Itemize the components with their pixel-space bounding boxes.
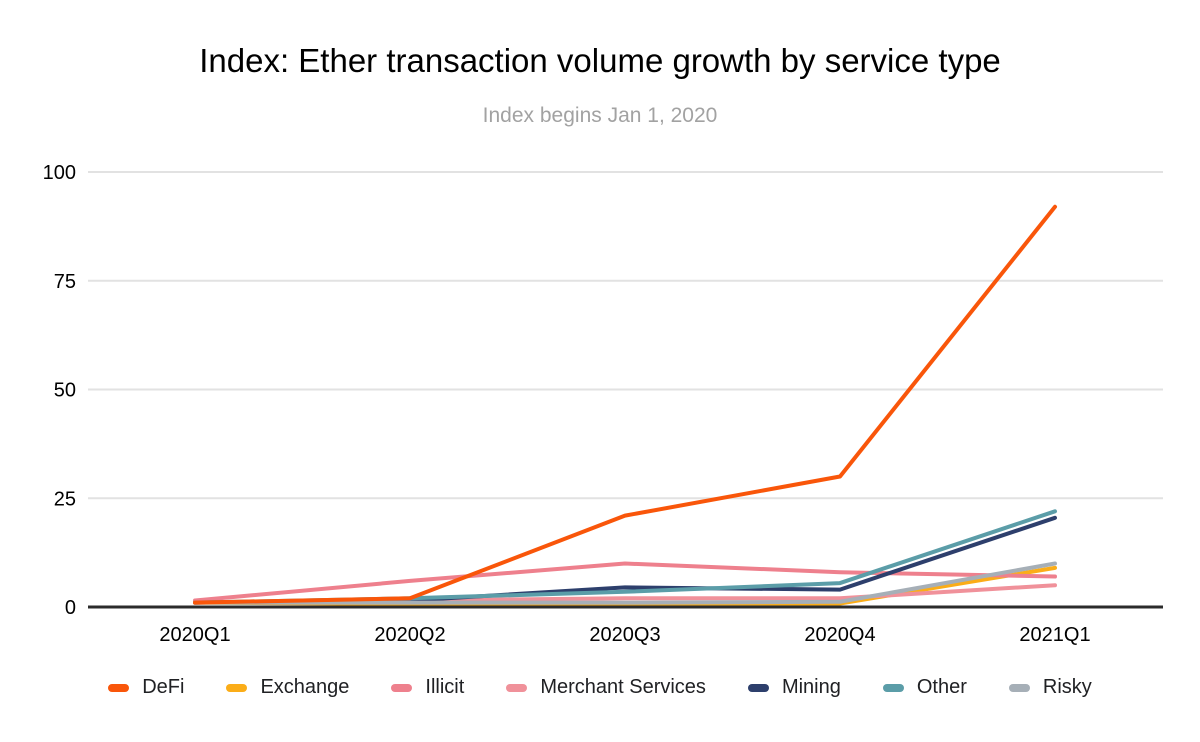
legend-item-exchange: Exchange bbox=[226, 676, 349, 699]
legend-item-mining: Mining bbox=[747, 676, 841, 699]
legend-swatch-icon bbox=[882, 683, 904, 692]
x-tick-label-2020Q3: 2020Q3 bbox=[589, 624, 660, 646]
legend: DeFi Exchange Illicit Merchant Services Mini… bbox=[0, 676, 1200, 699]
legend-label: Illicit bbox=[425, 676, 465, 698]
legend-swatch-icon bbox=[1008, 683, 1030, 692]
x-tick-label-2020Q4: 2020Q4 bbox=[804, 624, 875, 646]
legend-item-merchant-services: Merchant Services bbox=[506, 676, 706, 699]
legend-label: Mining bbox=[781, 676, 841, 698]
legend-item-illicit: Illicit bbox=[391, 676, 464, 699]
legend-item-defi: DeFi bbox=[108, 676, 184, 699]
legend-label: Exchange bbox=[260, 676, 350, 698]
y-tick-label-100: 100 bbox=[43, 162, 76, 184]
y-tick-label-50: 50 bbox=[54, 380, 76, 402]
y-tick-label-75: 75 bbox=[54, 271, 76, 293]
chart-title: Index: Ether transaction volume growth b… bbox=[199, 42, 1001, 79]
legend-swatch-icon bbox=[506, 683, 528, 692]
legend-swatch-icon bbox=[391, 683, 413, 692]
series-line-defi bbox=[193, 204, 1057, 605]
y-tick-label-25: 25 bbox=[54, 488, 76, 510]
legend-swatch-icon bbox=[108, 683, 130, 692]
x-tick-label-2021Q1: 2021Q1 bbox=[1019, 624, 1090, 646]
legend-label: Merchant Services bbox=[540, 676, 706, 698]
chart-subtitle: Index begins Jan 1, 2020 bbox=[482, 104, 718, 127]
x-tick-label-2020Q1: 2020Q1 bbox=[159, 624, 230, 646]
series-line-illicit bbox=[193, 561, 1057, 603]
legend-swatch-icon bbox=[747, 683, 769, 692]
legend-label: Other bbox=[916, 676, 967, 698]
legend-label: Risky bbox=[1042, 676, 1092, 698]
legend-swatch-icon bbox=[226, 683, 248, 692]
legend-label: DeFi bbox=[142, 676, 185, 698]
legend-item-other: Other bbox=[882, 676, 967, 699]
series-line-risky bbox=[193, 561, 1057, 605]
legend-item-risky: Risky bbox=[1008, 676, 1092, 699]
x-tick-label-2020Q2: 2020Q2 bbox=[374, 624, 445, 646]
y-tick-label-0: 0 bbox=[65, 597, 76, 619]
